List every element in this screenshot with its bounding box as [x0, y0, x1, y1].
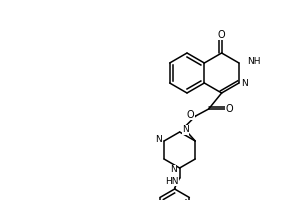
Text: N: N — [242, 79, 248, 88]
Text: O: O — [187, 110, 194, 120]
Text: O: O — [226, 104, 233, 114]
Text: O: O — [218, 30, 226, 40]
Text: N: N — [170, 166, 177, 174]
Text: NH: NH — [247, 58, 260, 66]
Text: N: N — [182, 126, 189, 134]
Text: HN: HN — [165, 176, 178, 186]
Text: N: N — [155, 134, 161, 144]
